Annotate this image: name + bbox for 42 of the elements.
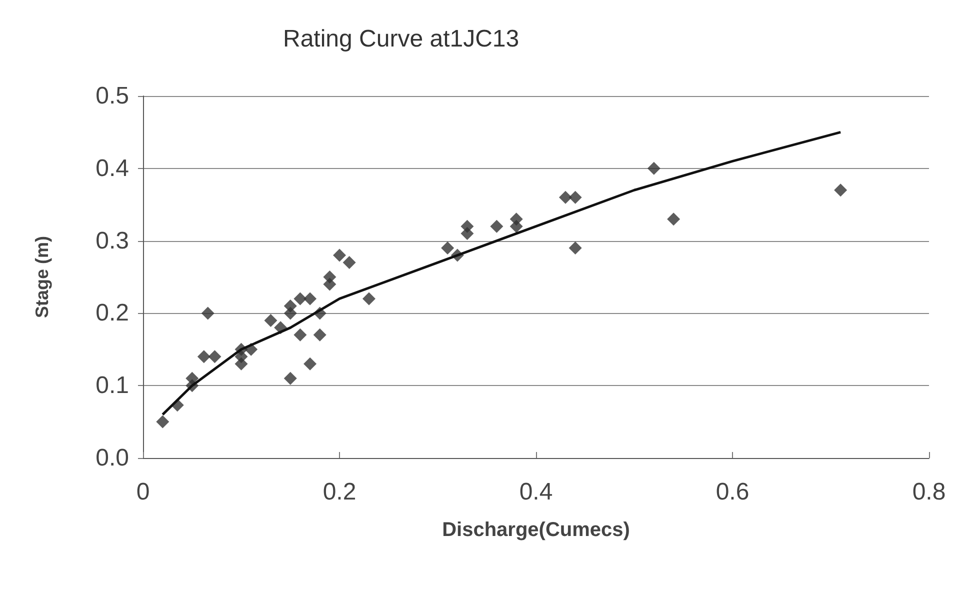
point: [313, 328, 326, 342]
x-tick-label: 0.4: [519, 478, 553, 506]
point: [323, 278, 336, 291]
point: [208, 350, 222, 364]
point: [304, 357, 317, 370]
point: [186, 372, 199, 385]
point: [264, 314, 278, 327]
point: [667, 212, 680, 226]
point: [234, 357, 248, 370]
point: [568, 190, 582, 204]
y-axis-title: Stage (m): [32, 236, 52, 318]
y-tick-label: 0.5: [96, 82, 129, 110]
point: [647, 162, 660, 175]
point: [294, 328, 307, 342]
point: [362, 292, 376, 306]
point: [834, 184, 848, 197]
point: [201, 306, 214, 320]
y-tick-label: 0.0: [96, 444, 129, 472]
point: [304, 292, 317, 306]
point: [441, 242, 454, 255]
x-axis-title: Discharge(Cumecs): [442, 519, 630, 541]
point: [333, 248, 346, 262]
point: [342, 256, 356, 270]
y-tick-label: 0.3: [96, 227, 129, 254]
x-tick-label: 0.6: [716, 478, 750, 506]
x-tick-label: 0.8: [912, 478, 946, 506]
y-tick-label: 0.4: [96, 154, 129, 182]
x-tick-label: 0.2: [322, 478, 356, 506]
point: [294, 292, 307, 306]
point: [284, 372, 297, 385]
point: [197, 350, 210, 364]
chart-title: Rating Curve at1JC13: [283, 26, 520, 52]
point: [156, 415, 170, 428]
point: [558, 190, 572, 204]
point: [568, 242, 582, 255]
y-tick-label: 0.1: [96, 372, 129, 400]
point: [460, 227, 474, 240]
point: [490, 220, 504, 233]
x-tick-label: 0: [136, 478, 150, 506]
point: [510, 220, 523, 233]
y-tick-label: 0.2: [96, 300, 129, 327]
point: [284, 299, 297, 312]
